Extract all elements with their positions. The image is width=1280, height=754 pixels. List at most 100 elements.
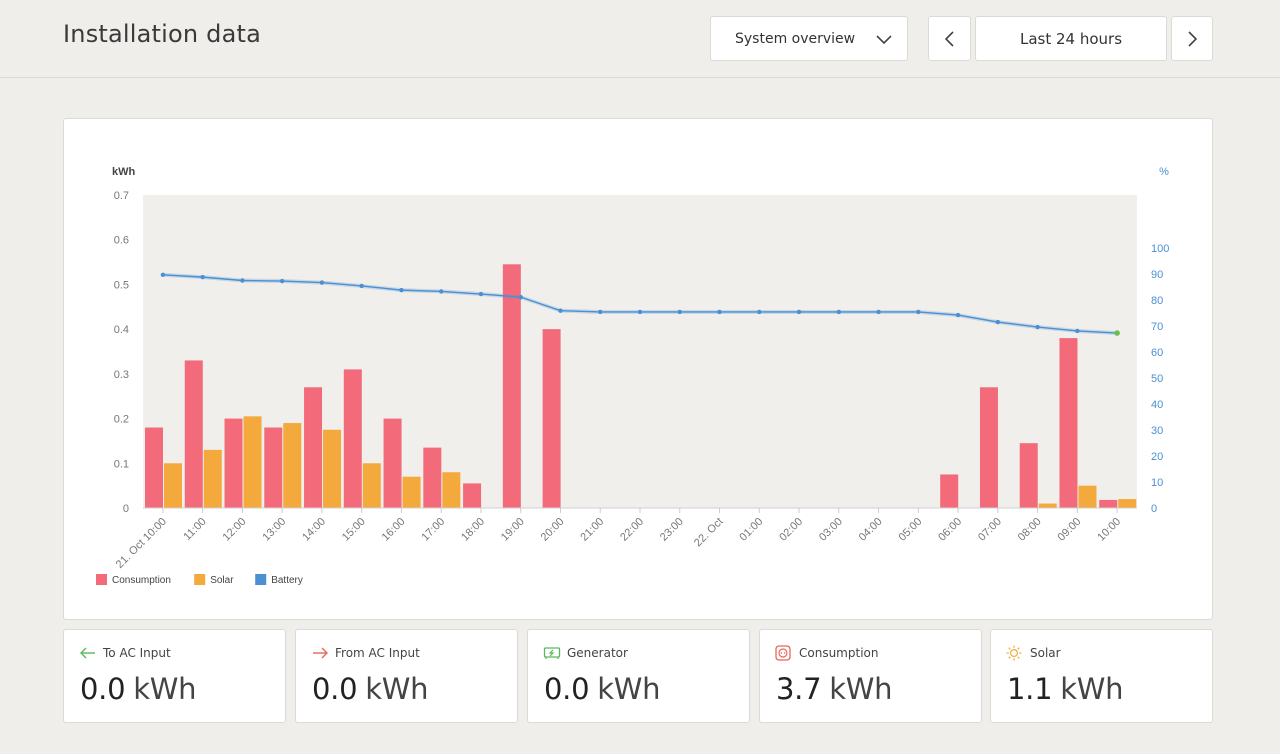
stat-generator: Generator 0.0 kWh [527, 629, 750, 723]
consumption-bar [979, 387, 998, 508]
arrow-right-icon [311, 646, 329, 660]
battery-point [796, 309, 802, 315]
time-range-button[interactable]: Last 24 hours [975, 16, 1167, 61]
x-tick-label: 05:00 [896, 516, 924, 544]
installation-chart: kWh 0 0.1 0.2 0.3 0.4 0.5 0.6 0.7% 0 10 20 30 40 50 60 7… [96, 166, 1169, 586]
x-tick-label: 02:00 [777, 516, 805, 544]
x-tick-label: 20:00 [539, 516, 567, 544]
stat-label: Generator [567, 646, 628, 660]
x-tick-label: 07:00 [976, 516, 1004, 544]
y-left-tick-label: 0.6 [114, 235, 129, 247]
previous-period-button[interactable] [928, 16, 971, 61]
stat-solar: Solar 1.1 kWh [990, 629, 1213, 723]
solar-bar [323, 429, 342, 508]
legend-label: Battery [271, 575, 303, 586]
consumption-bar [463, 483, 482, 508]
consumption-bar [1099, 499, 1118, 508]
x-tick-label: 01:00 [737, 516, 765, 544]
stat-label: To AC Input [103, 646, 171, 660]
consumption-bar [304, 387, 323, 508]
battery-point [319, 280, 325, 285]
stat-value: 0.0 [544, 672, 590, 706]
y-left-tick-label: 0 [123, 503, 129, 515]
x-tick-label: 06:00 [936, 516, 964, 544]
x-tick-label: 17:00 [419, 516, 447, 544]
y-left-tick-label: 0.4 [114, 324, 129, 336]
socket-icon [775, 645, 793, 661]
consumption-bar [343, 369, 362, 508]
solar-bar [283, 423, 302, 508]
stat-label: Consumption [799, 646, 879, 660]
battery-point [279, 278, 285, 284]
arrow-left-icon [79, 646, 97, 660]
x-tick-label: 22. Oct [692, 516, 726, 550]
consumption-bar [145, 427, 163, 508]
x-tick-label: 08:00 [1016, 516, 1044, 544]
battery-point [399, 287, 404, 293]
solar-bar [442, 472, 461, 508]
battery-point [916, 309, 921, 315]
legend-label: Consumption [112, 575, 171, 586]
y-left-tick-label: 0.5 [114, 279, 129, 291]
battery-point [478, 291, 484, 297]
solar-bar [362, 463, 381, 508]
next-period-button[interactable] [1171, 16, 1213, 61]
y-right-tick-label: 100 [1151, 243, 1169, 255]
chevron-left-icon [944, 30, 954, 47]
system-overview-label: System overview [735, 30, 856, 47]
consumption-bar [423, 447, 442, 508]
stat-to-ac-input: To AC Input 0.0 kWh [63, 629, 286, 723]
stat-from-ac-input: From AC Input 0.0 kWh [295, 629, 518, 723]
battery-point [717, 309, 722, 315]
stat-value: 0.0 [80, 672, 126, 706]
x-tick-label: 12:00 [221, 516, 249, 544]
x-tick-label: 16:00 [380, 516, 408, 544]
legend-swatch [96, 574, 107, 585]
y-left-tick-label: 0.7 [114, 190, 129, 202]
x-tick-label: 21. Oct 10:00 [114, 516, 169, 571]
battery-point [518, 294, 523, 300]
solar-bar [243, 416, 262, 508]
battery-point [757, 309, 762, 315]
y-right-tick-label: 10 [1151, 477, 1163, 489]
y-right-tick-label: 80 [1151, 295, 1163, 307]
system-overview-dropdown[interactable]: System overview [710, 16, 908, 61]
consumption-bar [1019, 443, 1038, 508]
stat-unit: kWh [829, 672, 893, 706]
battery-point [876, 309, 881, 315]
x-tick-label: 11:00 [181, 516, 208, 543]
y-right-tick-label: 0 [1151, 503, 1157, 515]
x-tick-label: 04:00 [857, 516, 885, 544]
battery-point [1114, 330, 1120, 336]
y-right-tick-label: 30 [1151, 425, 1163, 437]
solar-bar [203, 449, 222, 508]
stat-label: Solar [1030, 646, 1061, 660]
battery-point [955, 312, 961, 318]
x-tick-label: 10:00 [1095, 516, 1123, 544]
stat-unit: kWh [133, 672, 197, 706]
stat-value: 1.1 [1007, 672, 1053, 706]
stat-unit: kWh [365, 672, 429, 706]
consumption-bar [940, 474, 959, 508]
x-tick-label: 13:00 [260, 516, 288, 544]
battery-point [200, 274, 205, 280]
chevron-down-icon [875, 30, 893, 52]
chart-card: kWh 0 0.1 0.2 0.3 0.4 0.5 0.6 0.7% 0 10 20 30 40 50 60 7… [63, 118, 1213, 620]
x-tick-label: 22:00 [618, 516, 646, 544]
y-left-axis-title: kWh [112, 166, 136, 178]
stat-unit: kWh [1060, 672, 1124, 706]
y-right-tick-label: 60 [1151, 347, 1163, 359]
consumption-bar [1059, 338, 1078, 508]
y-right-tick-label: 50 [1151, 373, 1163, 385]
consumption-bar [542, 329, 561, 508]
battery-point [598, 309, 603, 315]
battery-point [1035, 324, 1040, 330]
x-tick-label: 15:00 [340, 516, 368, 544]
y-right-axis-title: % [1159, 166, 1169, 178]
y-right-tick-label: 20 [1151, 451, 1163, 463]
y-left-tick-label: 0.3 [114, 369, 129, 381]
y-left-tick-label: 0.1 [114, 458, 129, 470]
consumption-bar [184, 360, 203, 508]
stat-value: 3.7 [776, 672, 822, 706]
battery-point [995, 319, 1001, 325]
